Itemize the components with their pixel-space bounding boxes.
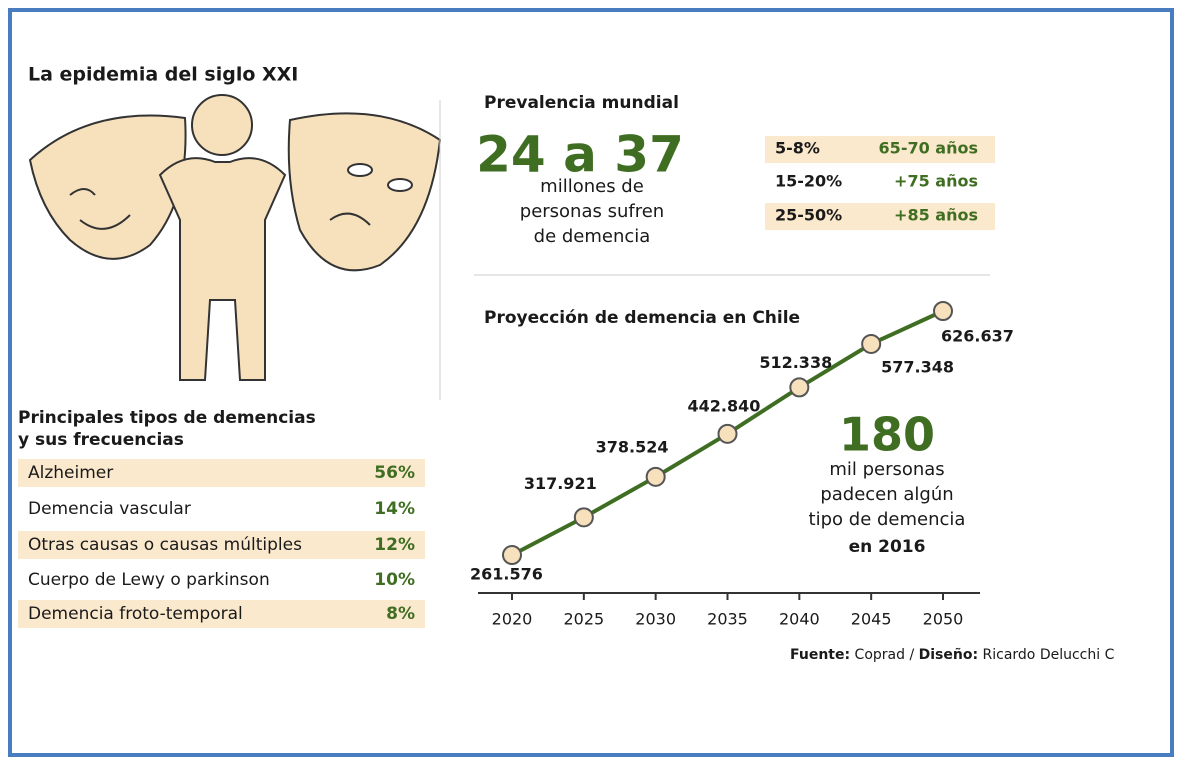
data-label: 626.637 [941, 327, 1014, 346]
highlight-caption: tipo de demencia [809, 509, 966, 530]
credit-label: Fuente: [790, 647, 850, 663]
credit-separator: / [909, 647, 914, 663]
point [789, 377, 810, 398]
point [573, 507, 594, 528]
row-bg [765, 136, 995, 163]
type-frequency: 56% [374, 463, 415, 483]
point [717, 423, 738, 444]
type-frequency: 8% [386, 604, 415, 624]
type-frequency: 12% [374, 535, 415, 555]
x-tick-label: 2025 [563, 610, 604, 629]
x-tick-label: 2040 [779, 610, 820, 629]
highlight-emphasis: en 2016 [849, 537, 926, 557]
type-name: Demencia vascular [28, 499, 191, 519]
type-frequency: 14% [374, 499, 415, 519]
type-name: Alzheimer [28, 463, 113, 483]
data-label: 512.338 [759, 353, 832, 372]
data-label: 577.348 [881, 357, 954, 376]
row-bg [18, 600, 425, 628]
rate: 5-8% [775, 139, 820, 158]
age: +85 años [894, 206, 978, 225]
data-label: 317.921 [524, 474, 597, 493]
age: +75 años [894, 172, 978, 191]
caption: millones de [540, 176, 644, 197]
point [502, 545, 522, 565]
rate: 15-20% [775, 172, 842, 191]
row-bg [18, 531, 425, 559]
data-label: 442.840 [688, 396, 761, 415]
point [933, 301, 953, 321]
highlight-caption: mil personas [829, 459, 944, 480]
age: 65-70 años [879, 139, 978, 158]
caption: de demencia [534, 226, 651, 247]
credit-label: Diseño: [919, 647, 978, 663]
types-title: y sus frecuencias [18, 430, 184, 450]
credit-value: Ricardo Delucchi C [983, 647, 1115, 663]
row-bg [18, 459, 425, 487]
types-table: Alzheimer 56% Demencia vascular 14% Otras ca… [18, 459, 425, 628]
prevalence-table: 5-8% 65-70 años 15-20% +75 años 25-50% +85 añ… [765, 136, 995, 230]
x-tick-label: 2035 [707, 610, 748, 629]
type-name: Otras causas o causas múltiples [28, 535, 302, 555]
x-tick-label: 2050 [923, 610, 964, 629]
credits: Fuente: Coprad / Diseño: Ricardo Delucch… [790, 647, 1115, 663]
x-tick-label: 2045 [851, 610, 892, 629]
data-label: 378.524 [596, 437, 669, 456]
point [861, 333, 882, 354]
types-title: Principales tipos de demencias [18, 408, 316, 428]
type-frequency: 10% [374, 570, 415, 590]
line-chart: 2020 2025 2030 2035 2040 2045 2050 261.576 317.9… [470, 301, 1014, 629]
highlight-value: 180 [839, 408, 935, 462]
type-name: Cuerpo de Lewy o parkinson [28, 570, 270, 590]
x-tick-label: 2030 [635, 610, 676, 629]
point [645, 466, 666, 487]
illustration [28, 94, 442, 381]
chart-title: Proyección de demencia en Chile [484, 308, 800, 328]
title: La epidemia del siglo XXI [28, 64, 298, 86]
type-name: Demencia froto-temporal [28, 604, 243, 624]
highlight-caption: padecen algún [820, 484, 953, 505]
credit-value: Coprad [855, 647, 905, 663]
rate: 25-50% [775, 206, 842, 225]
data-label: 261.576 [470, 565, 543, 584]
caption: personas sufren [520, 201, 664, 222]
prevalence-title: Prevalencia mundial [484, 93, 679, 113]
x-tick-label: 2020 [492, 610, 533, 629]
headline: 24 a 37 [476, 126, 684, 184]
row-bg [765, 203, 995, 230]
